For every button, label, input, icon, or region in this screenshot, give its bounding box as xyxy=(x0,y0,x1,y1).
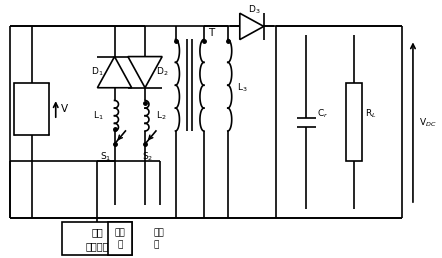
Polygon shape xyxy=(97,57,132,88)
Text: 极大
值: 极大 值 xyxy=(115,228,126,249)
Text: C$_r$: C$_r$ xyxy=(317,107,328,120)
Text: D$_2$: D$_2$ xyxy=(156,66,168,78)
Bar xyxy=(14,83,49,135)
Polygon shape xyxy=(128,57,162,88)
Bar xyxy=(62,222,132,255)
Text: R$_L$: R$_L$ xyxy=(365,107,377,120)
Text: L$_3$: L$_3$ xyxy=(236,81,247,94)
Polygon shape xyxy=(240,13,264,39)
Text: S$_2$: S$_2$ xyxy=(141,151,153,163)
Text: V: V xyxy=(61,104,68,114)
Bar xyxy=(108,222,133,255)
Text: T: T xyxy=(208,28,214,38)
Bar xyxy=(346,83,362,162)
Text: D$_1$: D$_1$ xyxy=(91,66,103,78)
Text: D$_3$: D$_3$ xyxy=(248,3,260,15)
Text: L$_2$: L$_2$ xyxy=(156,109,167,122)
Text: S$_1$: S$_1$ xyxy=(100,151,111,163)
Text: 极小
值: 极小 值 xyxy=(154,228,164,249)
Text: 极值
检测电路: 极值 检测电路 xyxy=(85,227,109,251)
Text: L$_1$: L$_1$ xyxy=(93,109,103,122)
Text: V$_{DC}$: V$_{DC}$ xyxy=(419,116,437,128)
